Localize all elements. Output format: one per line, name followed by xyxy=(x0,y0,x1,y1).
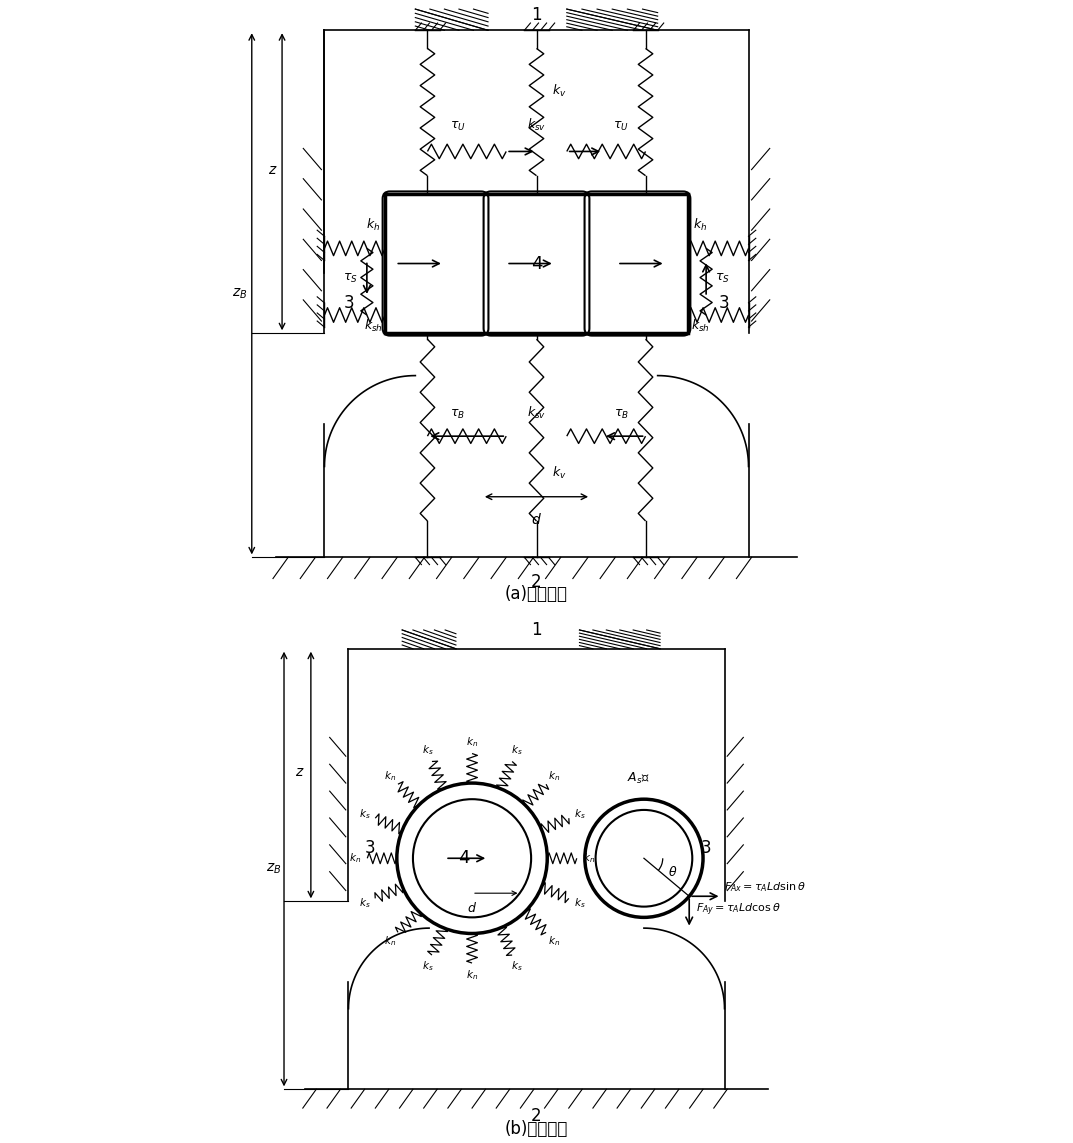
Text: $k_n$: $k_n$ xyxy=(466,968,479,982)
Text: 1: 1 xyxy=(531,6,542,24)
Text: $k_{sh}$: $k_{sh}$ xyxy=(364,318,382,334)
Text: $k_s$: $k_s$ xyxy=(422,744,433,758)
Text: $\tau_U$: $\tau_U$ xyxy=(450,120,466,134)
Text: $k_n$: $k_n$ xyxy=(583,852,594,865)
Text: $z_B$: $z_B$ xyxy=(265,862,281,877)
Text: $k_n$: $k_n$ xyxy=(548,769,560,783)
Text: $k_n$: $k_n$ xyxy=(350,852,362,865)
Text: $k_v$: $k_v$ xyxy=(552,464,567,480)
Text: $d$: $d$ xyxy=(467,901,477,916)
Text: $k_s$: $k_s$ xyxy=(574,896,586,910)
Text: 3: 3 xyxy=(719,294,730,312)
Text: $k_s$: $k_s$ xyxy=(574,807,586,821)
Text: $k_n$: $k_n$ xyxy=(466,735,479,749)
Text: 2: 2 xyxy=(531,573,542,591)
Text: $F_{Ax}=\tau_A Ld\sin\theta$: $F_{Ax}=\tau_A Ld\sin\theta$ xyxy=(724,880,806,894)
Text: $z$: $z$ xyxy=(268,162,278,177)
Text: $z$: $z$ xyxy=(295,766,305,780)
Text: $F_{Ay}=\tau_A Ld\cos\theta$: $F_{Ay}=\tau_A Ld\cos\theta$ xyxy=(695,902,781,918)
Text: $d$: $d$ xyxy=(531,512,542,527)
Text: $k_s$: $k_s$ xyxy=(422,959,433,973)
Text: $k_s$: $k_s$ xyxy=(358,896,370,910)
Text: 1: 1 xyxy=(531,621,542,639)
Text: $k_v$: $k_v$ xyxy=(552,82,567,99)
Text: 4: 4 xyxy=(531,255,542,272)
Text: $k_{sv}$: $k_{sv}$ xyxy=(527,405,546,421)
Text: $k_s$: $k_s$ xyxy=(358,807,370,821)
Text: $k_n$: $k_n$ xyxy=(383,934,396,948)
Text: 3: 3 xyxy=(701,839,711,856)
Text: (b)圆形结构: (b)圆形结构 xyxy=(504,1120,569,1137)
Text: $\theta$: $\theta$ xyxy=(668,865,677,879)
Text: 3: 3 xyxy=(365,839,376,856)
Text: $k_{sv}$: $k_{sv}$ xyxy=(527,118,546,134)
Text: $\tau_S$: $\tau_S$ xyxy=(343,272,357,286)
Text: $k_s$: $k_s$ xyxy=(511,744,523,758)
Text: (a)矩形结构: (a)矩形结构 xyxy=(505,585,568,602)
Text: $\tau_S$: $\tau_S$ xyxy=(716,272,730,286)
Text: $z_B$: $z_B$ xyxy=(232,287,248,301)
Bar xyxy=(385,194,688,334)
Text: 3: 3 xyxy=(343,294,354,312)
Text: 4: 4 xyxy=(458,849,470,868)
Text: $\tau_B$: $\tau_B$ xyxy=(614,408,629,421)
Text: $k_h$: $k_h$ xyxy=(366,217,380,233)
Text: $k_s$: $k_s$ xyxy=(511,959,523,973)
Text: $\tau_B$: $\tau_B$ xyxy=(451,408,466,421)
Text: $A_s$点: $A_s$点 xyxy=(628,770,650,785)
Text: 2: 2 xyxy=(531,1108,542,1125)
Text: $k_h$: $k_h$ xyxy=(693,217,707,233)
Text: $\tau_U$: $\tau_U$ xyxy=(614,120,629,134)
Text: $k_n$: $k_n$ xyxy=(383,769,396,783)
Text: $k_{sh}$: $k_{sh}$ xyxy=(691,318,709,334)
Text: $k_n$: $k_n$ xyxy=(548,934,560,948)
